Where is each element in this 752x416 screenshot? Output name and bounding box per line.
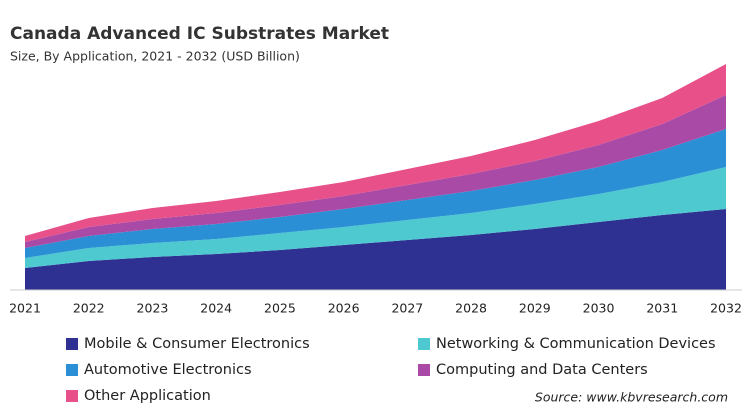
legend-label: Computing and Data Centers xyxy=(436,362,648,378)
x-tick-label: 2031 xyxy=(646,301,678,316)
legend-label: Mobile & Consumer Electronics xyxy=(84,336,310,352)
x-tick-label: 2027 xyxy=(391,301,423,316)
x-tick-label: 2030 xyxy=(583,301,615,316)
legend-label: Automotive Electronics xyxy=(84,362,252,378)
x-tick-label: 2021 xyxy=(9,301,41,316)
area xyxy=(25,209,726,290)
x-tick-label: 2025 xyxy=(264,301,296,316)
legend-swatch xyxy=(66,390,78,402)
legend-swatch xyxy=(418,338,430,350)
area xyxy=(25,95,726,248)
chart-title: Canada Advanced IC Substrates Market xyxy=(10,24,389,44)
area xyxy=(25,167,726,268)
legend-label: Other Application xyxy=(84,388,211,404)
x-tick-label: 2028 xyxy=(455,301,487,316)
legend-swatch xyxy=(418,364,430,376)
area xyxy=(25,64,726,242)
legend-swatch xyxy=(66,338,78,350)
x-tick-label: 2023 xyxy=(137,301,169,316)
chart-subtitle: Size, By Application, 2021 - 2032 (USD B… xyxy=(10,49,300,64)
x-tick-label: 2026 xyxy=(328,301,360,316)
area xyxy=(25,129,726,258)
x-tick-label: 2022 xyxy=(73,301,105,316)
x-tick-label: 2024 xyxy=(200,301,232,316)
x-tick-label: 2032 xyxy=(710,301,742,316)
legend-label: Networking & Communication Devices xyxy=(436,336,716,352)
legend-swatch xyxy=(66,364,78,376)
source: Source: www.kbvresearch.com xyxy=(535,390,728,405)
x-tick-label: 2029 xyxy=(519,301,551,316)
